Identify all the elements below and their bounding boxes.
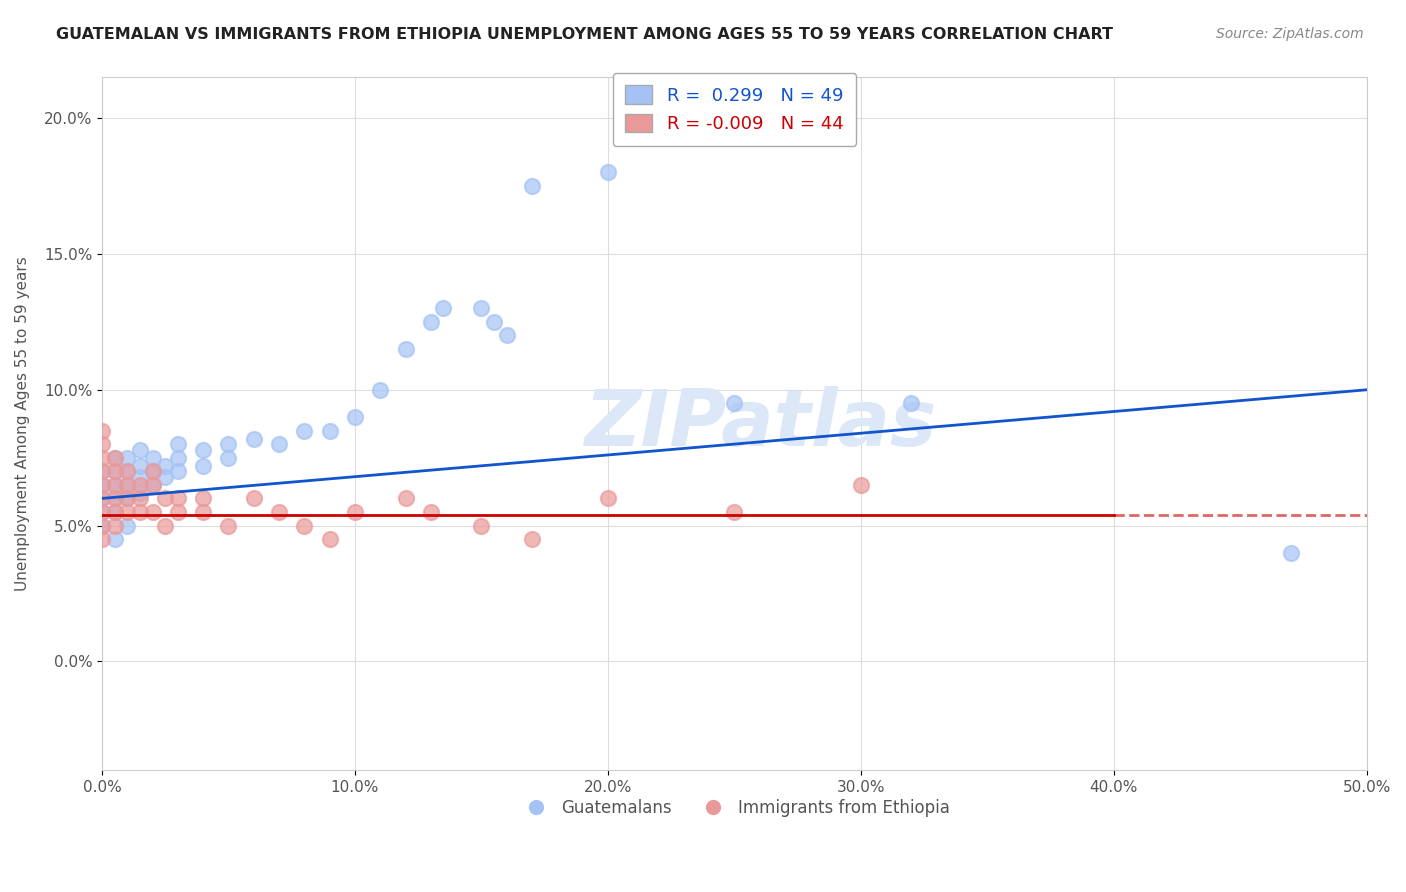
- Point: [596, 491, 619, 506]
- Point: [91, 518, 114, 533]
- Point: [104, 532, 127, 546]
- Point: [849, 478, 872, 492]
- Point: [104, 450, 127, 465]
- Point: [104, 450, 127, 465]
- Y-axis label: Unemployment Among Ages 55 to 59 years: Unemployment Among Ages 55 to 59 years: [15, 256, 30, 591]
- Point: [520, 179, 543, 194]
- Point: [91, 464, 114, 478]
- Point: [129, 491, 152, 506]
- Point: [117, 491, 139, 506]
- Point: [104, 505, 127, 519]
- Point: [723, 505, 745, 519]
- Point: [1279, 546, 1302, 560]
- Point: [267, 505, 290, 519]
- Point: [167, 464, 190, 478]
- Point: [117, 478, 139, 492]
- Point: [193, 442, 215, 457]
- Point: [900, 396, 922, 410]
- Point: [217, 437, 239, 451]
- Point: [470, 518, 492, 533]
- Point: [482, 315, 505, 329]
- Point: [193, 458, 215, 473]
- Point: [104, 505, 127, 519]
- Point: [104, 478, 127, 492]
- Point: [419, 315, 441, 329]
- Point: [104, 478, 127, 492]
- Point: [217, 450, 239, 465]
- Point: [104, 491, 127, 506]
- Point: [117, 464, 139, 478]
- Point: [432, 301, 454, 316]
- Point: [91, 424, 114, 438]
- Point: [318, 424, 340, 438]
- Point: [129, 478, 152, 492]
- Point: [267, 437, 290, 451]
- Point: [104, 518, 127, 533]
- Point: [91, 491, 114, 506]
- Point: [167, 437, 190, 451]
- Point: [91, 450, 114, 465]
- Point: [368, 383, 391, 397]
- Point: [91, 478, 114, 492]
- Point: [91, 464, 114, 478]
- Point: [343, 409, 366, 424]
- Point: [129, 458, 152, 473]
- Point: [167, 505, 190, 519]
- Point: [91, 478, 114, 492]
- Point: [117, 464, 139, 478]
- Point: [723, 396, 745, 410]
- Point: [343, 505, 366, 519]
- Legend: Guatemalans, Immigrants from Ethiopia: Guatemalans, Immigrants from Ethiopia: [512, 793, 956, 824]
- Point: [292, 424, 315, 438]
- Point: [155, 491, 177, 506]
- Point: [104, 464, 127, 478]
- Point: [142, 478, 165, 492]
- Point: [242, 491, 264, 506]
- Point: [596, 165, 619, 179]
- Point: [167, 450, 190, 465]
- Point: [142, 464, 165, 478]
- Point: [495, 328, 517, 343]
- Point: [117, 491, 139, 506]
- Point: [91, 437, 114, 451]
- Point: [520, 532, 543, 546]
- Point: [91, 518, 114, 533]
- Point: [394, 491, 416, 506]
- Point: [318, 532, 340, 546]
- Point: [242, 432, 264, 446]
- Point: [142, 478, 165, 492]
- Point: [91, 505, 114, 519]
- Point: [104, 491, 127, 506]
- Point: [142, 464, 165, 478]
- Point: [129, 469, 152, 483]
- Point: [117, 518, 139, 533]
- Point: [193, 491, 215, 506]
- Point: [155, 469, 177, 483]
- Point: [155, 518, 177, 533]
- Point: [129, 486, 152, 500]
- Point: [142, 450, 165, 465]
- Point: [193, 505, 215, 519]
- Text: GUATEMALAN VS IMMIGRANTS FROM ETHIOPIA UNEMPLOYMENT AMONG AGES 55 TO 59 YEARS CO: GUATEMALAN VS IMMIGRANTS FROM ETHIOPIA U…: [56, 27, 1114, 42]
- Point: [155, 458, 177, 473]
- Point: [292, 518, 315, 533]
- Text: ZIPatlas: ZIPatlas: [583, 385, 936, 462]
- Point: [142, 505, 165, 519]
- Point: [419, 505, 441, 519]
- Point: [470, 301, 492, 316]
- Point: [394, 342, 416, 356]
- Point: [91, 505, 114, 519]
- Point: [217, 518, 239, 533]
- Point: [129, 505, 152, 519]
- Point: [129, 442, 152, 457]
- Point: [117, 450, 139, 465]
- Point: [104, 464, 127, 478]
- Point: [91, 491, 114, 506]
- Point: [167, 491, 190, 506]
- Text: Source: ZipAtlas.com: Source: ZipAtlas.com: [1216, 27, 1364, 41]
- Point: [91, 532, 114, 546]
- Point: [117, 505, 139, 519]
- Point: [117, 478, 139, 492]
